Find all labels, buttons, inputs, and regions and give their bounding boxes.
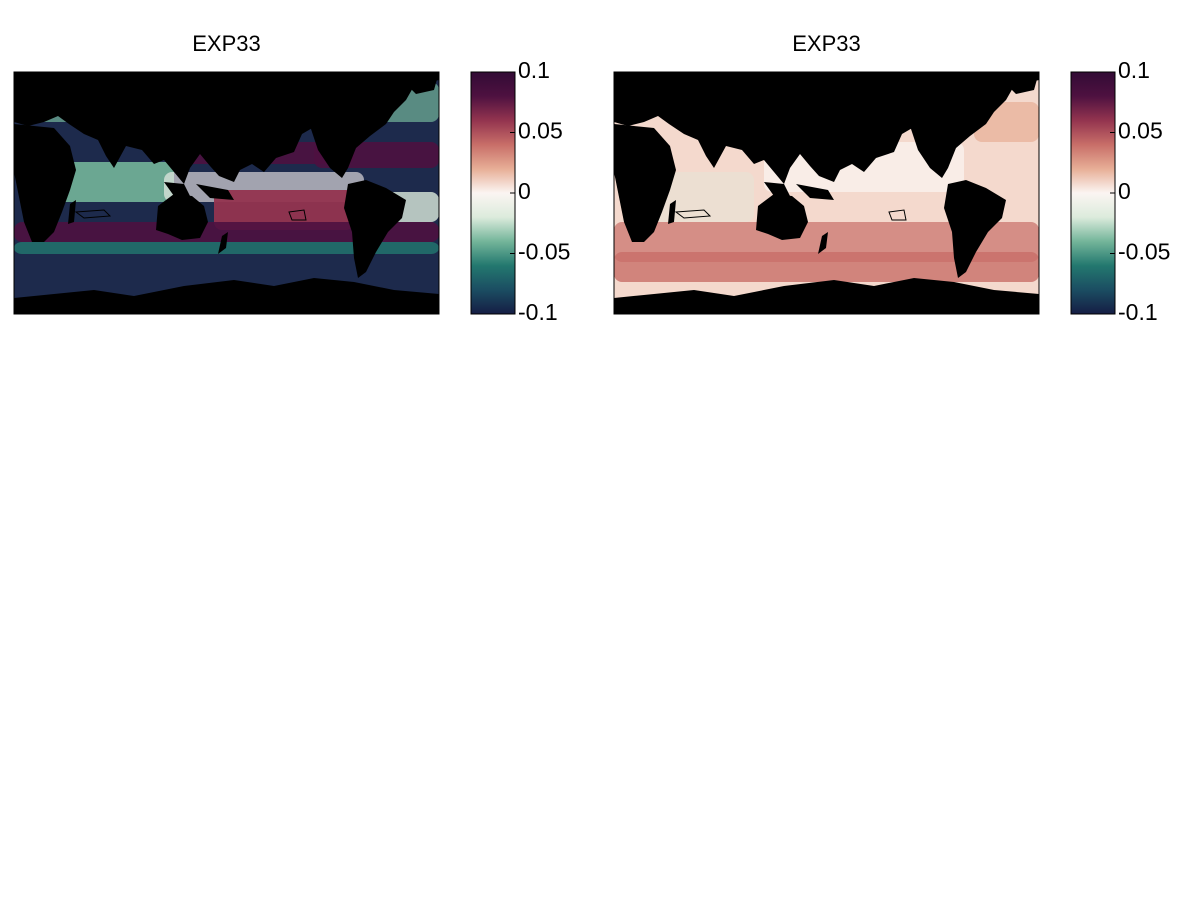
ocean-pattern — [14, 242, 439, 254]
ocean-pattern — [654, 172, 754, 222]
colorbar-tick-label: 0 — [518, 178, 531, 204]
colorbar-tick-label: -0.05 — [518, 239, 570, 265]
colorbar — [470, 71, 516, 315]
colorbar-tick-label: 0.1 — [518, 57, 550, 83]
colorbar-tick-label: 0.05 — [518, 118, 563, 144]
colorbar-tick-label: -0.1 — [1118, 299, 1158, 325]
colorbar-tick-label: 0.05 — [1118, 118, 1163, 144]
contour — [674, 209, 907, 221]
colorbar — [1070, 71, 1116, 315]
map — [614, 72, 1039, 314]
ocean-pattern — [214, 190, 354, 230]
ocean-pattern — [614, 252, 1039, 282]
map-frame — [13, 71, 440, 315]
panel-title: EXP33 — [792, 31, 861, 56]
colorbar-tick-label: 0 — [1118, 178, 1131, 204]
colorbar-tick-label: -0.05 — [1118, 239, 1170, 265]
contour — [74, 209, 307, 221]
colorbar-tick-label: -0.1 — [518, 299, 558, 325]
map-frame — [613, 71, 1040, 315]
ocean-pattern — [14, 222, 439, 242]
panel-title: EXP33 — [192, 31, 261, 56]
map — [14, 72, 439, 314]
colorbar-tick-label: 0.1 — [1118, 57, 1150, 83]
